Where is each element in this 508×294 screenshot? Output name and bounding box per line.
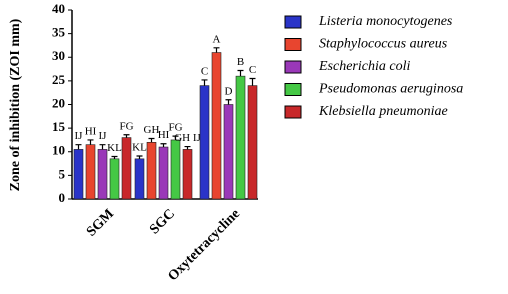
y-tick-label: 15 <box>52 119 66 134</box>
error-bar <box>237 69 244 77</box>
legend-label: Staphylococcus aureus <box>319 37 448 52</box>
legend-swatch <box>284 15 302 29</box>
error-bar <box>160 143 167 148</box>
significance-label: FG <box>119 120 133 132</box>
x-tick-label: Oxytetracycline <box>165 206 243 284</box>
bar <box>182 149 193 200</box>
error-bar <box>172 135 179 140</box>
significance-label: IJ <box>99 130 108 142</box>
error-bar <box>201 79 208 86</box>
bar <box>211 52 222 200</box>
y-tick-label: 10 <box>52 143 65 158</box>
error-bar <box>75 144 82 150</box>
significance-label: B <box>237 56 244 68</box>
significance-label: GH <box>144 124 160 136</box>
legend-swatch <box>284 60 302 74</box>
y-tick-label: 30 <box>52 48 65 63</box>
legend-swatch <box>284 38 302 51</box>
significance-label: FG <box>168 122 182 134</box>
error-bar <box>213 47 220 53</box>
bar <box>158 146 169 200</box>
bar <box>146 142 157 200</box>
legend-swatch <box>284 105 302 119</box>
significance-label: C <box>201 65 208 77</box>
bar <box>85 144 96 200</box>
error-bar <box>136 155 143 159</box>
error-bar <box>148 137 155 143</box>
legend-label: Listeria monocytogenes <box>318 14 453 29</box>
legend-label: Escherichia coli <box>318 59 410 74</box>
y-tick-label: 20 <box>52 95 65 110</box>
legend-label: Pseudomonas aeruginosa <box>318 82 463 97</box>
bar <box>223 104 234 200</box>
error-bar <box>111 155 118 159</box>
legend-label: Klebsiella pneumoniae <box>318 104 448 119</box>
error-bar <box>99 144 106 150</box>
y-axis-label: Zone of inhibition (ZOI mm) <box>8 18 23 191</box>
bar <box>73 149 84 200</box>
significance-label: GH IJ <box>174 132 201 144</box>
bar <box>121 137 132 200</box>
y-tick-label: 0 <box>59 190 66 205</box>
significance-label: HI <box>85 125 97 137</box>
significance-label: KL <box>132 142 147 154</box>
error-bar <box>184 145 191 150</box>
bar <box>134 158 145 200</box>
error-bar <box>249 77 256 86</box>
significance-label: C <box>249 64 256 76</box>
x-tick-label: SGM <box>84 206 117 239</box>
error-bar <box>225 99 232 105</box>
significance-label: A <box>213 33 221 45</box>
bar <box>109 158 120 200</box>
error-bar <box>87 139 94 145</box>
bar <box>247 85 258 200</box>
significance-label: IJ <box>75 130 84 142</box>
y-tick-label: 5 <box>59 166 66 181</box>
bar <box>235 75 246 200</box>
bar <box>170 139 181 200</box>
significance-label: D <box>225 85 233 97</box>
error-bar <box>123 134 130 138</box>
significance-label: HI <box>158 129 170 141</box>
x-tick-label: SGC <box>147 206 178 237</box>
bar <box>199 85 210 200</box>
legend-swatch <box>284 83 302 96</box>
y-tick-label: 40 <box>52 1 65 16</box>
y-tick-label: 25 <box>52 72 66 87</box>
bar <box>97 149 108 200</box>
y-tick-label: 35 <box>52 25 66 40</box>
significance-label: KL <box>107 142 122 154</box>
